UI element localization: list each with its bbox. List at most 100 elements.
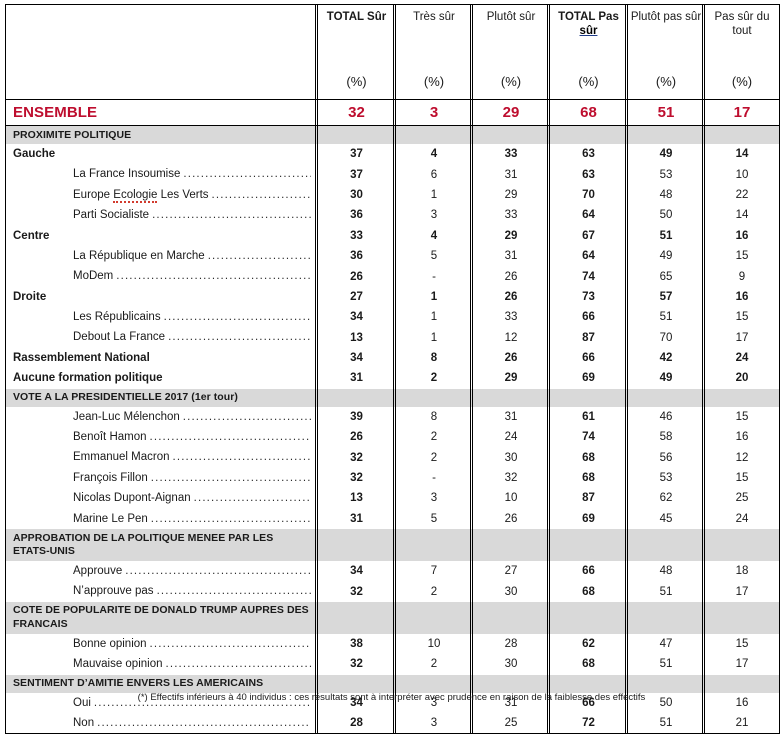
leader-dots: ........................................… — [163, 312, 311, 324]
cell-value: 34 — [315, 307, 395, 328]
cell-value: 51 — [625, 307, 704, 328]
row-label-text: Les Républicains — [73, 311, 161, 324]
section-heading-spacer-4 — [547, 601, 627, 634]
cell-value: 9 — [702, 266, 779, 288]
table-row: Emmanuel Macron.........................… — [6, 447, 779, 469]
cell-value: 1 — [393, 286, 472, 308]
cell-value: 2 — [393, 427, 472, 448]
cell-value: 13 — [315, 327, 395, 349]
section-heading-spacer-2 — [393, 388, 472, 407]
cell-value: 15 — [702, 406, 779, 428]
cell-value: 51 — [625, 712, 704, 734]
cell-value: 50 — [625, 692, 704, 714]
table-row: Gauche 37 4 33 63 49 14 — [6, 144, 779, 165]
ensemble-value-5: 51 — [625, 100, 704, 126]
survey-results-table: TOTAL Sûr (%) Très sûr (%) Plutôt sûr (%) TOTA… — [5, 4, 780, 734]
leader-dots: ........................................… — [183, 169, 311, 181]
cell-value: 25 — [470, 712, 549, 734]
column-header-6: Pas sûr du tout (%) — [702, 5, 779, 100]
table-row: Nicolas Dupont-Aignan...................… — [6, 488, 779, 510]
cell-value: 34 — [315, 347, 395, 369]
row-label: Emmanuel Macron.........................… — [6, 447, 317, 467]
cell-value: 70 — [625, 327, 704, 349]
header-corner-cell — [6, 5, 317, 100]
cell-value: 30 — [315, 184, 395, 206]
cell-value: 31 — [315, 508, 395, 530]
cell-value: 73 — [547, 286, 627, 308]
cell-value: 14 — [702, 205, 779, 226]
section-heading-spacer-6 — [702, 601, 779, 634]
table-row: François Fillon.........................… — [6, 467, 779, 489]
cell-value: 26 — [470, 266, 549, 288]
cell-value: 3 — [393, 712, 472, 734]
row-label: Benoît Hamon............................… — [6, 427, 317, 447]
cell-value: 63 — [547, 164, 627, 186]
cell-value: 30 — [470, 654, 549, 675]
cell-value: 8 — [393, 406, 472, 428]
column-header-unit: (%) — [731, 74, 753, 89]
cell-value: 62 — [625, 488, 704, 510]
cell-value: 74 — [547, 266, 627, 288]
table-body: ENSEMBLE 32 3 29 68 51 17 PROXIMITE POLITIQUE Ga… — [6, 100, 779, 734]
leader-dots: ........................................… — [193, 493, 311, 505]
row-label: Non.....................................… — [6, 713, 317, 733]
row-label-text: François Fillon — [73, 471, 148, 484]
cell-value: 31 — [470, 692, 549, 714]
cell-value: 5 — [393, 508, 472, 530]
ensemble-row: ENSEMBLE 32 3 29 68 51 17 — [6, 100, 779, 126]
section-heading-spacer-6 — [702, 388, 779, 407]
row-label: Approuve................................… — [6, 561, 317, 581]
section-heading-spacer-5 — [625, 674, 704, 693]
leader-dots: ........................................… — [165, 659, 311, 671]
cell-value: 37 — [315, 144, 395, 165]
cell-value: 32 — [315, 467, 395, 489]
section-heading-label: VOTE A LA PRESIDENTIELLE 2017 (1er tour) — [6, 388, 317, 407]
cell-value: 13 — [315, 488, 395, 510]
section-heading-spacer-3 — [470, 126, 549, 144]
section-heading-row: APPROBATION DE LA POLITIQUE MENEE PAR LE… — [6, 529, 779, 562]
leader-dots: ........................................… — [150, 472, 311, 484]
section-heading-spacer-4 — [547, 388, 627, 407]
ensemble-value-4: 68 — [547, 100, 627, 126]
section-heading-spacer-5 — [625, 601, 704, 634]
leader-dots: ........................................… — [211, 189, 311, 201]
section-heading-spacer-4 — [547, 126, 627, 144]
ensemble-value-6: 17 — [702, 100, 779, 126]
cell-value: 46 — [625, 406, 704, 428]
cell-value: 10 — [393, 633, 472, 655]
cell-value: 7 — [393, 561, 472, 582]
row-label-text: Approuve — [73, 564, 123, 577]
table-row: La République en Marche.................… — [6, 245, 779, 267]
cell-value: - — [393, 467, 472, 489]
cell-value: 33 — [470, 307, 549, 328]
ensemble-value-1: 32 — [315, 100, 395, 126]
row-label-text: Marine Le Pen — [73, 512, 148, 525]
cell-value: 30 — [470, 447, 549, 469]
section-heading-spacer-1 — [315, 601, 395, 634]
cell-value: 12 — [470, 327, 549, 349]
cell-value: 2 — [393, 654, 472, 675]
section-heading-spacer-5 — [625, 529, 704, 562]
column-header-4: TOTAL Pas sûr (%) — [547, 5, 627, 100]
section-heading-spacer-2 — [393, 674, 472, 693]
cell-value: 2 — [393, 447, 472, 469]
section-heading-spacer-3 — [470, 601, 549, 634]
cell-value: 69 — [547, 508, 627, 530]
row-label: Les Républicains........................… — [6, 307, 317, 327]
cell-value: 53 — [625, 467, 704, 489]
cell-value: 69 — [547, 368, 627, 390]
cell-value: 45 — [625, 508, 704, 530]
column-header-2: Très sûr (%) — [393, 5, 472, 100]
column-header-5: Plutôt pas sûr (%) — [625, 5, 704, 100]
cell-value: 37 — [315, 164, 395, 186]
cell-value: 15 — [702, 633, 779, 655]
cell-value: 87 — [547, 488, 627, 510]
section-heading-row: SENTIMENT D’AMITIE ENVERS LES AMERICAINS — [6, 674, 779, 693]
cell-value: 49 — [625, 144, 704, 165]
row-label-text: Parti Socialiste — [73, 209, 150, 222]
row-label: Marine Le Pen...........................… — [6, 509, 317, 529]
cell-value: 17 — [702, 327, 779, 349]
cell-value: 72 — [547, 712, 627, 734]
column-header-title: Plutôt sûr — [486, 11, 536, 23]
table-row: Rassemblement National 34 8 26 66 42 24 — [6, 347, 779, 369]
